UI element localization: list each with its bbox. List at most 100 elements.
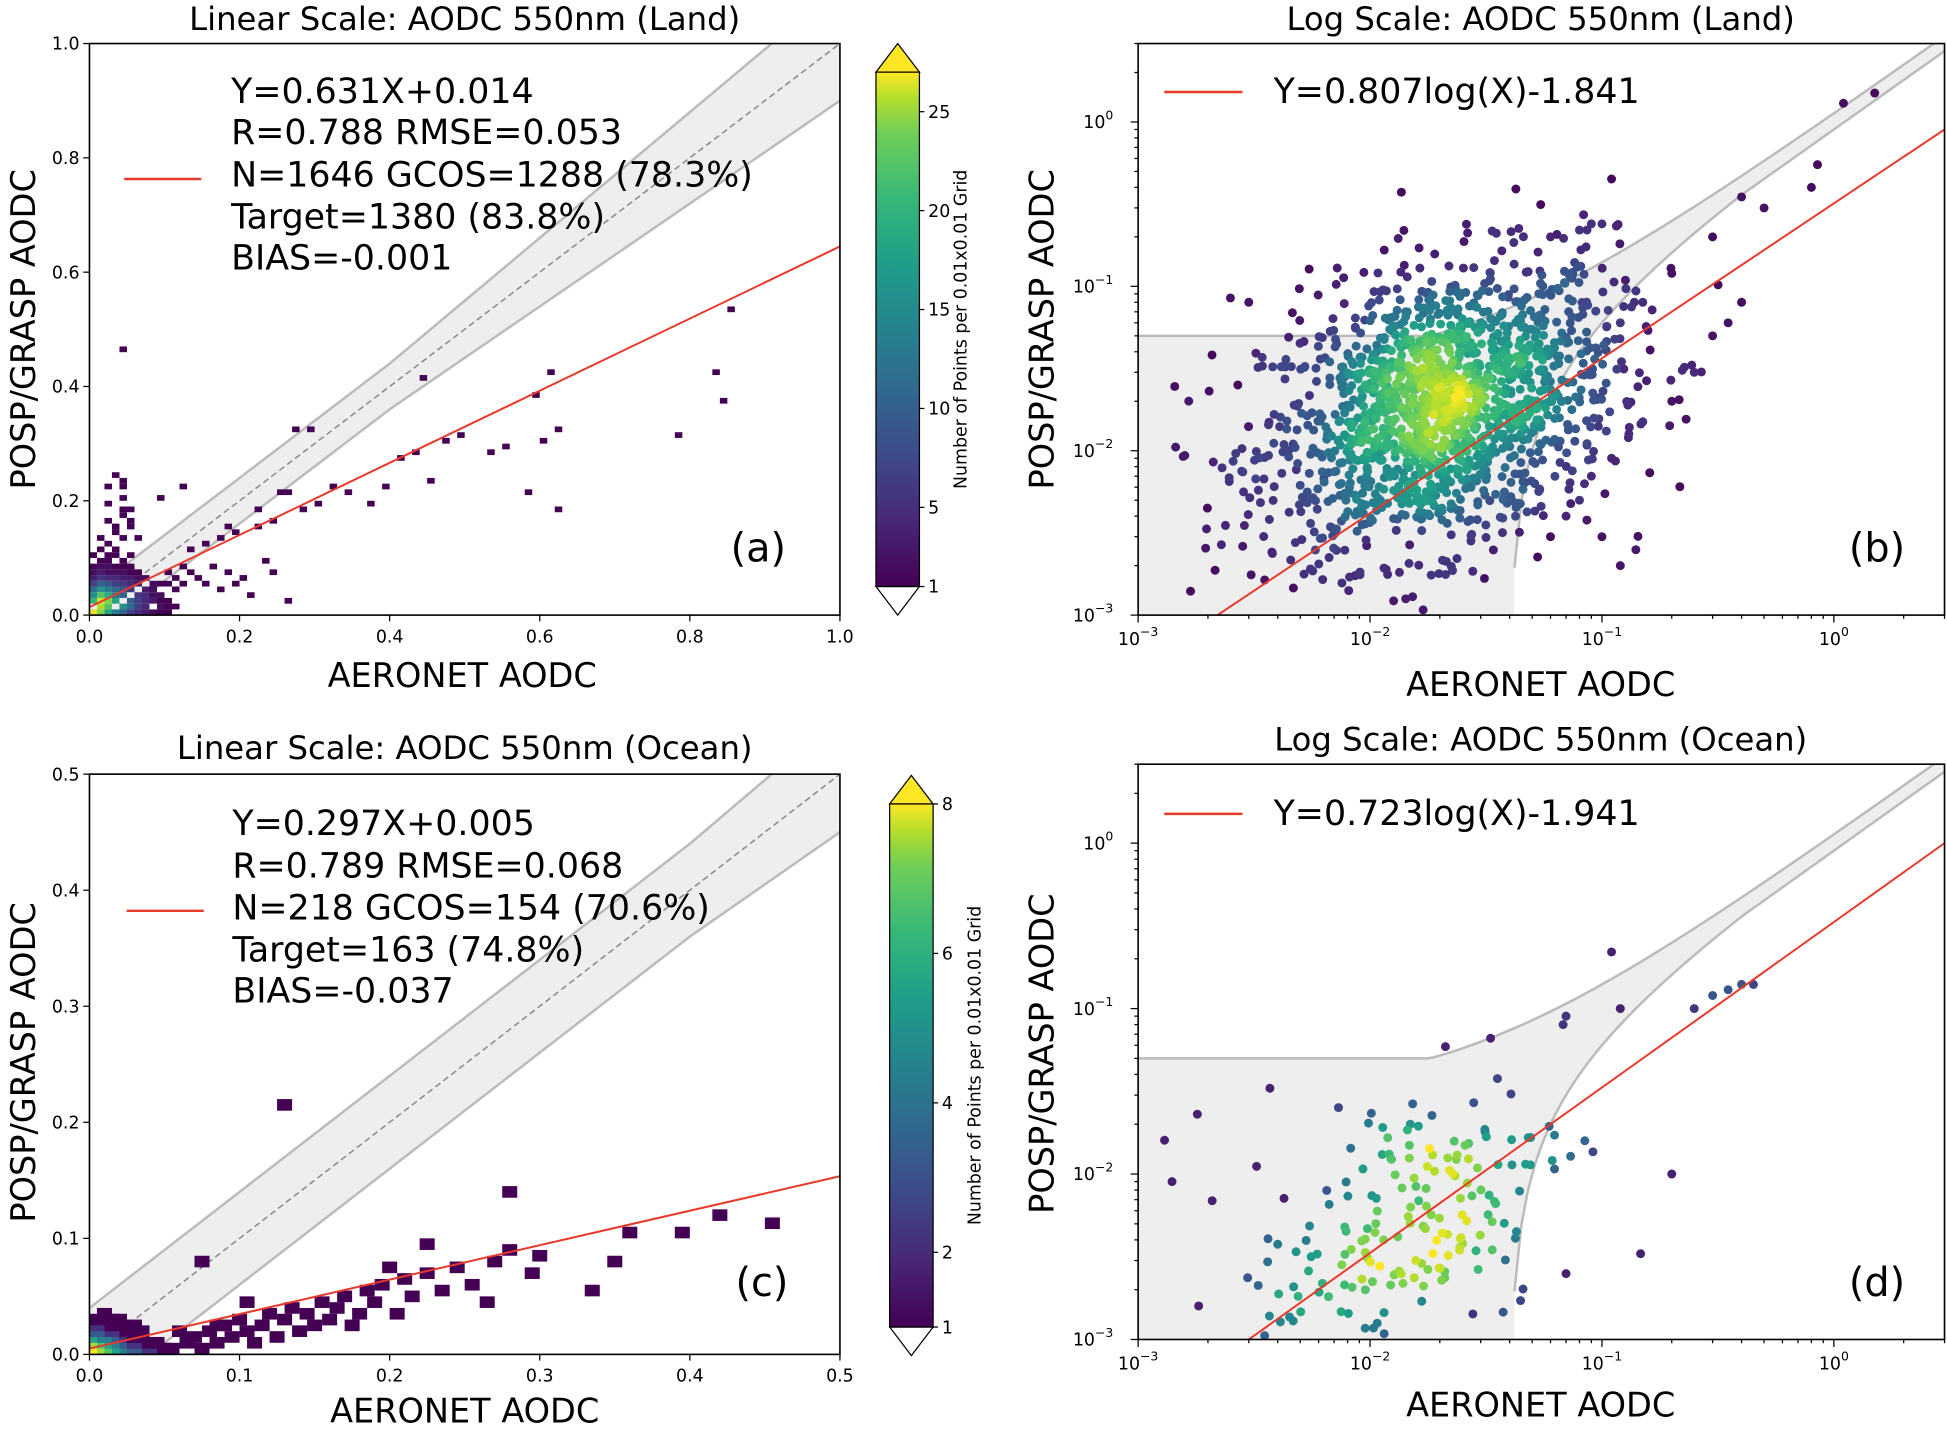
scatter-point <box>1486 1033 1496 1043</box>
heatmap-cell <box>382 1261 398 1274</box>
scatter-point <box>1388 426 1398 436</box>
scatter-point <box>1429 410 1438 419</box>
scatter-point <box>1471 1246 1481 1256</box>
scatter-point <box>1552 405 1562 414</box>
scatter-point <box>1467 341 1477 351</box>
scatter-point <box>1386 346 1396 356</box>
heatmap-cell <box>172 1325 188 1337</box>
scatter-point <box>1588 388 1598 398</box>
scatter-point <box>1402 456 1412 466</box>
scatter-point <box>1696 367 1706 377</box>
y-tick-label: 0.5 <box>52 765 80 785</box>
scatter-point <box>1536 365 1546 375</box>
scatter-point <box>1449 1136 1459 1146</box>
scatter-point <box>1567 296 1577 306</box>
scatter-point <box>1297 408 1307 418</box>
scatter-point <box>1499 321 1509 331</box>
scatter-point <box>1395 373 1405 383</box>
scatter-point <box>1252 1161 1262 1171</box>
scatter-point <box>1615 561 1625 571</box>
scatter-point <box>1479 486 1489 495</box>
scatter-point <box>1469 1098 1479 1108</box>
scatter-point <box>1334 435 1344 445</box>
panel-b-plot-area <box>1138 43 1945 616</box>
heatmap-cell <box>104 540 112 547</box>
heatmap-cell <box>284 597 293 604</box>
heatmap-cell <box>119 563 127 570</box>
heatmap-cell <box>126 506 135 513</box>
scatter-point <box>1245 493 1255 503</box>
scatter-point <box>1494 405 1504 415</box>
heatmap-cell <box>674 1226 690 1239</box>
scatter-point <box>1397 1183 1407 1193</box>
scatter-point <box>1202 503 1212 513</box>
x-tick-label: 0.0 <box>76 1367 104 1387</box>
panel-a-legend: Y=0.631X+0.014 R=0.788 RMSE=0.053 N=1646… <box>124 72 753 279</box>
scatter-point <box>1645 345 1655 355</box>
heatmap-cell <box>307 426 315 433</box>
scatter-point <box>1269 482 1279 492</box>
scatter-point <box>1578 309 1588 319</box>
scatter-point <box>1415 507 1425 517</box>
scatter-point <box>1498 528 1507 538</box>
heatmap-cell <box>239 1296 255 1308</box>
colorbar-tick-label: 5 <box>928 499 939 519</box>
heatmap-cell <box>232 580 240 587</box>
scatter-point <box>1838 98 1848 108</box>
scatter-point <box>1207 350 1217 360</box>
panel-c-stats-line-5: BIAS=-0.037 <box>232 972 453 1012</box>
heatmap-cell <box>232 1313 248 1326</box>
scatter-point <box>1347 419 1357 429</box>
scatter-point <box>1456 1233 1466 1243</box>
colorbar-tick-label: 15 <box>928 301 950 321</box>
scatter-point <box>1478 286 1487 296</box>
scatter-point <box>1341 495 1351 505</box>
scatter-point <box>1407 399 1417 408</box>
scatter-point <box>1491 228 1501 238</box>
scatter-point <box>1497 376 1506 386</box>
scatter-point <box>1446 561 1456 571</box>
heatmap-cell <box>247 592 255 598</box>
scatter-point <box>1414 560 1424 570</box>
scatter-point <box>1396 267 1406 277</box>
scatter-point <box>1285 1312 1295 1322</box>
x-tick-label: 0.2 <box>376 1367 404 1387</box>
scatter-point <box>1419 1281 1429 1291</box>
heatmap-cell <box>111 580 120 587</box>
heatmap-cell <box>104 586 112 593</box>
scatter-point <box>1570 436 1580 446</box>
heatmap-cell <box>187 569 195 576</box>
scatter-point <box>1687 360 1697 370</box>
heatmap-cell <box>134 603 142 610</box>
x-tick-label: 0.4 <box>676 1367 704 1387</box>
heatmap-cell <box>119 603 127 610</box>
scatter-point <box>1509 451 1519 461</box>
scatter-point <box>1409 1173 1419 1183</box>
scatter-point <box>1371 1193 1381 1203</box>
scatter-point <box>1610 334 1620 344</box>
scatter-point <box>1304 264 1314 274</box>
scatter-point <box>1498 513 1508 523</box>
scatter-point <box>1384 315 1394 325</box>
scatter-point <box>1290 538 1300 548</box>
panel-c-ticks: 0.0 0.1 0.2 0.3 0.4 0.5 0.0 0.1 0.2 0.3 0.4 0.5 <box>52 765 854 1386</box>
scatter-point <box>1395 567 1404 577</box>
panel-a-title: Linear Scale: AODC 550nm (Land) <box>189 0 740 38</box>
heatmap-cell <box>89 552 97 558</box>
scatter-point <box>1259 532 1269 541</box>
scatter-point <box>1538 511 1548 521</box>
scatter-point <box>1538 455 1548 465</box>
scatter-point <box>1526 306 1535 316</box>
panel-c-stats-line-3: N=218 GCOS=154 (70.6%) <box>232 889 710 929</box>
scatter-point <box>1386 1280 1396 1290</box>
scatter-point <box>1417 380 1427 390</box>
scatter-point <box>1401 594 1411 604</box>
scatter-point <box>1434 1263 1444 1273</box>
heatmap-cell <box>96 586 105 593</box>
panel-d-axes-frame <box>1137 763 1946 1341</box>
x-tick-label: 0.2 <box>226 627 254 647</box>
scatter-point <box>1184 396 1194 406</box>
scatter-point <box>1329 325 1339 335</box>
scatter-point <box>1582 439 1592 449</box>
heatmap-cell <box>157 597 165 604</box>
